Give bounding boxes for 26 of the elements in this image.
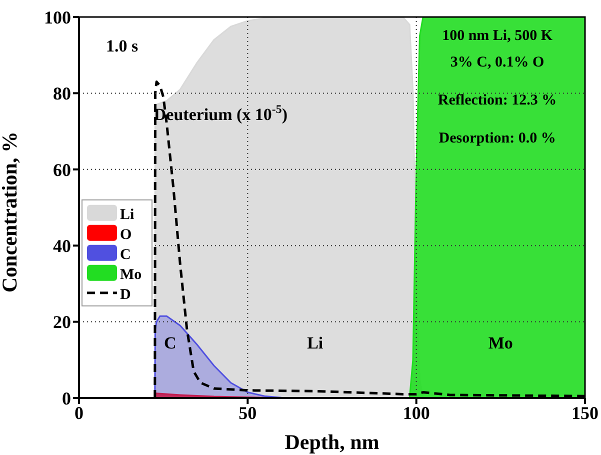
y-tick-label: 0: [62, 388, 71, 408]
y-tick-label: 80: [53, 84, 71, 104]
annotation: C: [164, 333, 176, 352]
annotation: 3% C, 0.1% O: [450, 54, 544, 71]
legend-label: O: [120, 226, 132, 243]
legend-label: Li: [120, 206, 134, 223]
y-tick-label: 40: [53, 236, 71, 256]
legend-label: C: [120, 246, 131, 263]
x-tick-label: 100: [402, 402, 430, 423]
legend-label: D: [120, 286, 131, 303]
y-tick-label: 20: [53, 312, 71, 332]
x-tick-label: 150: [572, 402, 598, 423]
x-tick-label: 50: [238, 402, 257, 423]
annotation: Reflection: 12.3 %: [438, 92, 557, 109]
y-tick-label: 60: [53, 160, 71, 180]
annotation: 1.0 s: [106, 36, 138, 56]
legend-label: Mo: [120, 266, 142, 283]
x-tick-label: 0: [74, 402, 84, 423]
y-tick-label: 100: [44, 7, 71, 28]
y-axis-title: Concentration, %: [0, 132, 22, 292]
annotation: Li: [307, 333, 324, 352]
annotation: Mo: [488, 333, 513, 352]
annotation: Deuterium (x 10$^{-5}$): [154, 102, 288, 124]
annotation: 100 nm Li, 500 K: [442, 28, 553, 44]
x-axis-title: Depth, nm: [284, 430, 380, 454]
annotation: Desorption: 0.0 %: [438, 130, 556, 147]
